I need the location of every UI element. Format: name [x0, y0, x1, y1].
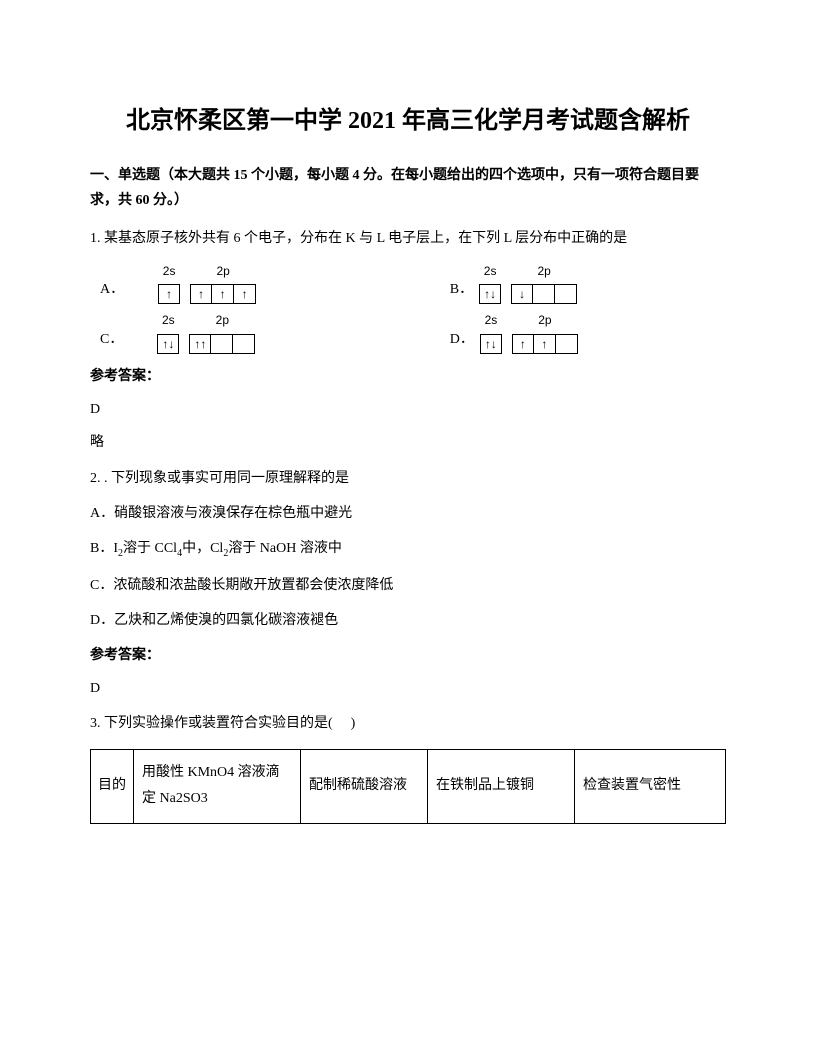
q1-answer: D: [90, 397, 726, 422]
q2-option-a: A．硝酸银溶液与液溴保存在棕色瓶中避光: [90, 501, 726, 526]
question-1-stem: 1. 某基态原子核外共有 6 个电子，分布在 K 与 L 电子层上，在下列 L …: [90, 226, 726, 251]
q2-answer: D: [90, 676, 726, 701]
q3-cell-4: 检查装置气密性: [575, 749, 726, 823]
q3-cell-1: 用酸性 KMnO4 溶液滴定 Na2SO3: [134, 749, 301, 823]
q2-option-c: C．浓硫酸和浓盐酸长期敞开放置都会使浓度降低: [90, 573, 726, 598]
q2-option-b: B．I2溶于 CCl4中，Cl2溶于 NaOH 溶液中: [90, 536, 726, 563]
q1-brief: 略: [90, 430, 726, 455]
section-1-header: 一、单选题（本大题共 15 个小题，每小题 4 分。在每小题给出的四个选项中，只…: [90, 163, 726, 213]
q1-option-d: D． 2s 2p ↑↓ ↑ ↑: [440, 310, 726, 354]
question-3-stem: 3. 下列实验操作或装置符合实验目的是( ): [90, 711, 726, 736]
question-2-stem: 2. . 下列现象或事实可用同一原理解释的是: [90, 466, 726, 491]
q1-option-d-label: D．: [440, 327, 474, 354]
q1-option-c-label: C．: [90, 327, 123, 354]
page-title: 北京怀柔区第一中学 2021 年高三化学月考试题含解析: [90, 100, 726, 143]
q1-option-b-label: B．: [440, 277, 473, 304]
q1-option-b: B． 2s 2p ↑↓ ↓: [440, 261, 726, 305]
q1-orbital-a: 2s 2p ↑ ↑ ↑ ↑: [130, 261, 256, 305]
q1-orbital-b: 2s 2p ↑↓ ↓: [479, 261, 577, 305]
q3-row-header: 目的: [91, 749, 134, 823]
q1-answer-label: 参考答案：: [90, 364, 726, 389]
q1-option-a-label: A．: [90, 277, 124, 304]
q3-cell-3: 在铁制品上镀铜: [428, 749, 575, 823]
q3-table: 目的 用酸性 KMnO4 溶液滴定 Na2SO3 配制稀硫酸溶液 在铁制品上镀铜…: [90, 749, 726, 824]
q1-option-a: A． 2s 2p ↑ ↑ ↑ ↑: [90, 261, 440, 305]
table-row: 目的 用酸性 KMnO4 溶液滴定 Na2SO3 配制稀硫酸溶液 在铁制品上镀铜…: [91, 749, 726, 823]
q1-orbital-c: 2s 2p ↑↓ ↑↑: [129, 310, 255, 354]
q3-cell-2: 配制稀硫酸溶液: [301, 749, 428, 823]
q1-option-c: C． 2s 2p ↑↓ ↑↑: [90, 310, 440, 354]
q2-answer-label: 参考答案：: [90, 643, 726, 668]
q2-option-d: D．乙炔和乙烯使溴的四氯化碳溶液褪色: [90, 608, 726, 633]
q1-orbital-d: 2s 2p ↑↓ ↑ ↑: [480, 310, 578, 354]
